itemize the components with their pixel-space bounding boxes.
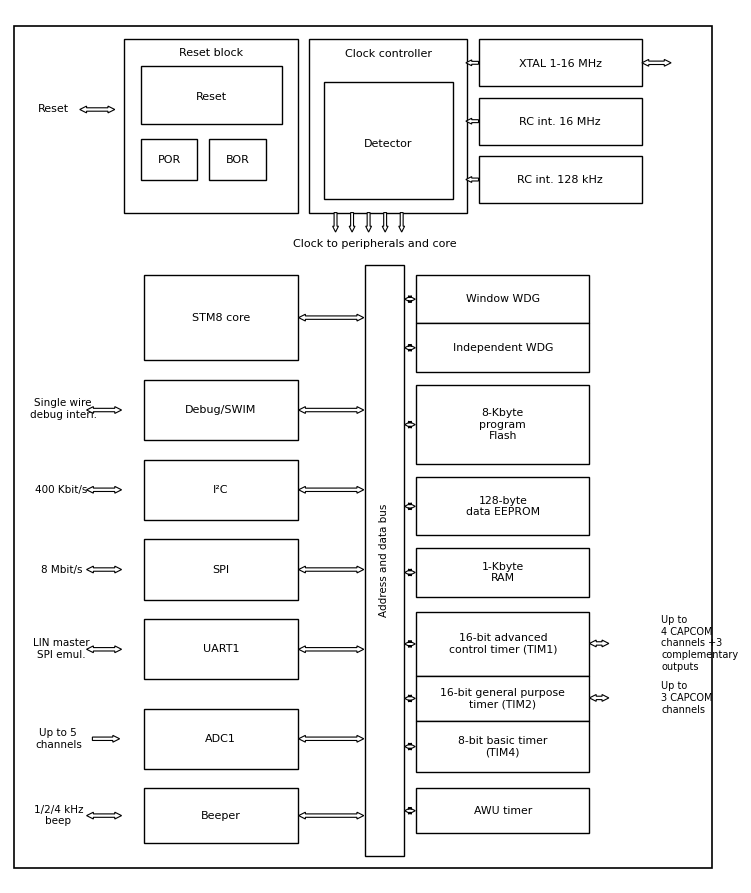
Text: Up to
4 CAPCOM
channels +3
complementary
outputs: Up to 4 CAPCOM channels +3 complementary…: [662, 615, 738, 672]
Bar: [478, 156, 642, 203]
Bar: [416, 548, 590, 597]
Polygon shape: [299, 487, 363, 493]
Polygon shape: [642, 60, 671, 66]
Bar: [144, 380, 297, 440]
Text: 8-Kbyte
program
Flash: 8-Kbyte program Flash: [479, 408, 526, 441]
Bar: [144, 619, 297, 680]
Bar: [478, 98, 642, 145]
Text: Debug/SWIM: Debug/SWIM: [185, 405, 257, 415]
Text: BOR: BOR: [225, 155, 249, 165]
Bar: [309, 39, 467, 213]
Polygon shape: [405, 503, 415, 510]
Polygon shape: [299, 813, 363, 819]
Text: Up to 5
channels: Up to 5 channels: [35, 728, 82, 749]
Text: Reset: Reset: [38, 104, 69, 114]
Polygon shape: [366, 213, 372, 232]
Polygon shape: [590, 695, 609, 701]
Text: Window WDG: Window WDG: [466, 294, 540, 305]
Text: Independent WDG: Independent WDG: [453, 343, 553, 353]
Text: Reset: Reset: [195, 92, 227, 102]
Text: 1-Kbyte
RAM: 1-Kbyte RAM: [481, 562, 524, 583]
Polygon shape: [382, 213, 388, 232]
Text: 128-byte
data EEPROM: 128-byte data EEPROM: [466, 496, 540, 517]
Text: ADC1: ADC1: [205, 734, 237, 744]
Bar: [416, 477, 590, 536]
Text: AWU timer: AWU timer: [474, 805, 532, 815]
Text: Up to
3 CAPCOM
channels: Up to 3 CAPCOM channels: [662, 681, 713, 714]
Bar: [144, 709, 297, 769]
Bar: [365, 265, 403, 856]
Bar: [416, 789, 590, 833]
Polygon shape: [299, 646, 363, 653]
Polygon shape: [299, 735, 363, 742]
Bar: [141, 138, 198, 179]
Text: Address and data bus: Address and data bus: [379, 504, 389, 617]
Bar: [144, 539, 297, 600]
Polygon shape: [92, 735, 119, 742]
Polygon shape: [405, 640, 415, 647]
Text: 8 Mbit/s: 8 Mbit/s: [41, 564, 82, 574]
Polygon shape: [405, 421, 415, 428]
Bar: [209, 138, 266, 179]
Text: STM8 core: STM8 core: [192, 313, 250, 322]
Text: Reset block: Reset block: [179, 48, 243, 58]
Bar: [324, 82, 454, 199]
Text: 16-bit general purpose
timer (TIM2): 16-bit general purpose timer (TIM2): [440, 688, 566, 709]
Polygon shape: [299, 566, 363, 573]
Polygon shape: [405, 345, 415, 351]
Polygon shape: [86, 487, 122, 493]
Polygon shape: [405, 743, 415, 750]
Text: RC int. 128 kHz: RC int. 128 kHz: [517, 176, 603, 186]
Bar: [416, 385, 590, 464]
Bar: [144, 789, 297, 843]
Bar: [141, 66, 282, 124]
Polygon shape: [299, 406, 363, 413]
Polygon shape: [399, 213, 405, 232]
Text: Clock to peripherals and core: Clock to peripherals and core: [293, 238, 457, 249]
Polygon shape: [80, 106, 115, 113]
Polygon shape: [405, 296, 415, 303]
Polygon shape: [86, 406, 122, 413]
Text: 400 Kbit/s: 400 Kbit/s: [35, 485, 87, 495]
Text: 8-bit basic timer
(TIM4): 8-bit basic timer (TIM4): [458, 736, 547, 757]
Text: POR: POR: [158, 155, 181, 165]
Text: Clock controller: Clock controller: [345, 49, 432, 59]
Bar: [478, 39, 642, 86]
Text: SPI: SPI: [213, 564, 229, 574]
Bar: [416, 675, 590, 722]
Bar: [416, 722, 590, 772]
Bar: [416, 275, 590, 323]
Text: 16-bit advanced
control timer (TIM1): 16-bit advanced control timer (TIM1): [448, 633, 557, 655]
Polygon shape: [590, 640, 609, 647]
Polygon shape: [86, 566, 122, 573]
Polygon shape: [86, 813, 122, 819]
Text: LIN master
SPI emul.: LIN master SPI emul.: [33, 638, 89, 660]
Text: UART1: UART1: [203, 644, 239, 655]
Polygon shape: [405, 569, 415, 576]
Text: Detector: Detector: [363, 138, 412, 148]
Text: 1/2/4 kHz
beep: 1/2/4 kHz beep: [34, 805, 83, 826]
Bar: [125, 39, 297, 213]
Bar: [416, 323, 590, 372]
Text: I²C: I²C: [213, 485, 228, 495]
Polygon shape: [405, 807, 415, 814]
Text: XTAL 1-16 MHz: XTAL 1-16 MHz: [519, 59, 602, 69]
Polygon shape: [333, 213, 339, 232]
Polygon shape: [86, 646, 122, 653]
Text: RC int. 16 MHz: RC int. 16 MHz: [520, 117, 601, 127]
Polygon shape: [349, 213, 355, 232]
Polygon shape: [466, 118, 478, 124]
Bar: [416, 613, 590, 675]
Text: Beeper: Beeper: [201, 811, 241, 821]
Polygon shape: [405, 695, 415, 702]
Text: Single wire
debug interf.: Single wire debug interf.: [30, 398, 97, 420]
Polygon shape: [466, 60, 478, 66]
Polygon shape: [466, 177, 478, 182]
Polygon shape: [299, 314, 363, 321]
Bar: [144, 275, 297, 361]
Bar: [144, 460, 297, 520]
